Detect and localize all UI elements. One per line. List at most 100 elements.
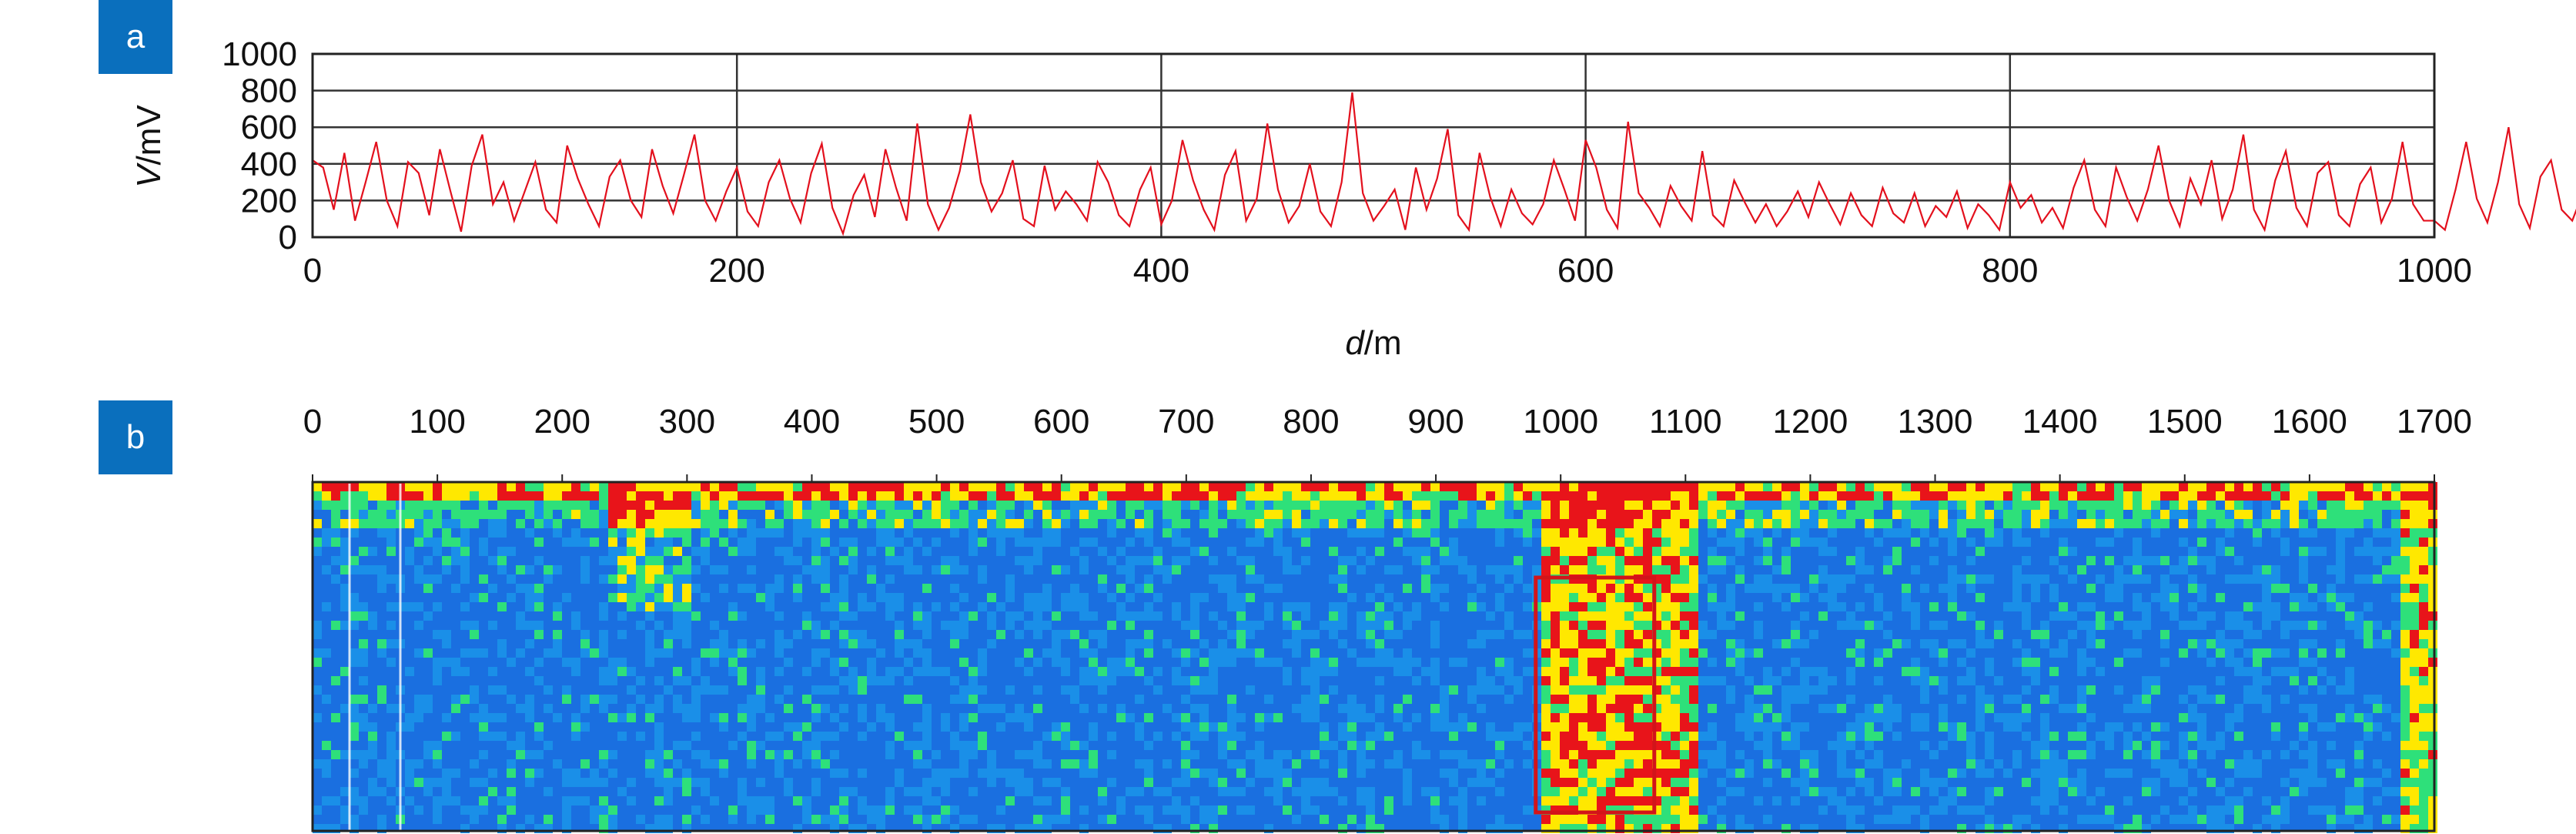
heatmap-cell — [2022, 482, 2031, 491]
heatmap-cell — [664, 519, 673, 528]
heatmap-cell — [1430, 796, 1440, 806]
heatmap-cell — [2170, 501, 2179, 510]
heatmap-cell — [2179, 648, 2188, 658]
heatmap-cell — [1763, 676, 1772, 685]
heatmap-cell — [359, 648, 368, 658]
heatmap-cell — [664, 584, 673, 593]
heatmap-cell — [2299, 787, 2308, 796]
heatmap-cell — [1569, 621, 1578, 630]
heatmap-cell — [1033, 796, 1042, 806]
heatmap-cell — [1781, 639, 1791, 648]
heatmap-cell — [876, 815, 885, 824]
heatmap-cell — [2354, 621, 2364, 630]
heatmap-cell — [1070, 482, 1079, 491]
x-tick-label: 0 — [303, 403, 322, 440]
heatmap-cell — [2419, 501, 2428, 510]
heatmap-cell — [2400, 593, 2410, 602]
heatmap-cell — [2234, 639, 2243, 648]
heatmap-cell — [654, 482, 664, 491]
heatmap-cell — [470, 648, 479, 658]
heatmap-cell — [1089, 667, 1098, 676]
heatmap-cell — [405, 482, 414, 491]
heatmap-cell — [1338, 769, 1347, 778]
heatmap-cell — [553, 491, 562, 501]
heatmap-cell — [1818, 806, 1828, 815]
heatmap-cell — [2170, 482, 2179, 491]
heatmap-cell — [350, 621, 359, 630]
heatmap-cell — [1994, 528, 2003, 538]
heatmap-cell — [1772, 676, 1781, 685]
heatmap-cell — [1652, 556, 1661, 565]
heatmap-cell — [1375, 528, 1384, 538]
heatmap-cell — [978, 667, 987, 676]
heatmap-cell — [1569, 769, 1578, 778]
heatmap-cell — [1209, 658, 1218, 667]
heatmap-cell — [2142, 676, 2151, 685]
heatmap-cell — [2096, 491, 2105, 501]
heatmap-cell — [1107, 501, 1116, 510]
heatmap-cell — [811, 510, 821, 519]
heatmap-cell — [497, 648, 507, 658]
heatmap-cell — [1264, 787, 1273, 796]
heatmap-cell — [470, 778, 479, 787]
heatmap-cell — [2133, 815, 2142, 824]
heatmap-cell — [1966, 759, 1975, 769]
heatmap-cell — [608, 501, 617, 510]
heatmap-cell — [1578, 538, 1587, 547]
heatmap-cell — [1430, 787, 1440, 796]
heatmap-cell — [950, 528, 959, 538]
heatmap-cell — [1975, 695, 1985, 704]
heatmap-cell — [978, 732, 987, 741]
heatmap-cell — [1569, 750, 1578, 759]
heatmap-cell — [802, 722, 811, 732]
heatmap-cell — [1116, 565, 1126, 574]
heatmap-cell — [1301, 519, 1310, 528]
heatmap-cell — [1541, 491, 1551, 501]
heatmap-cell — [2206, 519, 2216, 528]
heatmap-cell — [1985, 704, 1994, 713]
heatmap-cell — [1495, 741, 1504, 750]
heatmap-cell — [2400, 713, 2410, 722]
heatmap-cell — [1107, 510, 1116, 519]
heatmap-cell — [627, 593, 636, 602]
heatmap-cell — [2419, 778, 2428, 787]
top-tick-labels: 0 100 200 300 400 500 600 700 800 900 1000 1100 1200… — [303, 403, 2472, 482]
heatmap-cell — [1541, 685, 1551, 695]
heatmap-cell — [1569, 639, 1578, 648]
heatmap-cell — [2428, 491, 2437, 501]
heatmap-cell — [544, 787, 553, 796]
heatmap-cell — [1680, 519, 1689, 528]
heatmap-cell — [1042, 538, 1052, 547]
heatmap-cell — [423, 538, 433, 547]
heatmap-cell — [1911, 565, 1920, 574]
heatmap-cell — [2133, 519, 2142, 528]
heatmap-cell — [1754, 584, 1763, 593]
heatmap-cell — [765, 519, 774, 528]
heatmap-cell — [2262, 750, 2271, 759]
heatmap-cell — [2012, 510, 2022, 519]
heatmap-cell — [1597, 685, 1606, 695]
heatmap-cell — [2234, 713, 2243, 722]
heatmap-cell — [2336, 602, 2345, 611]
heatmap-cell — [507, 482, 516, 491]
heatmap-cell — [1514, 565, 1523, 574]
heatmap-cell — [1652, 815, 1661, 824]
heatmap-cell — [2068, 482, 2077, 491]
heatmap-cell — [1855, 769, 1865, 778]
heatmap-cell — [1865, 787, 1874, 796]
heatmap-cell — [710, 510, 719, 519]
heatmap-cell — [2373, 639, 2382, 648]
heatmap-cell — [1403, 778, 1412, 787]
heatmap-cell — [747, 741, 756, 750]
heatmap-cell — [2151, 510, 2160, 519]
heatmap-cell — [617, 491, 627, 501]
heatmap-cell — [386, 741, 396, 750]
heatmap-cell — [2428, 584, 2437, 593]
heatmap-cell — [1153, 611, 1163, 621]
heatmap-cell — [2428, 713, 2437, 722]
heatmap-cell — [1818, 787, 1828, 796]
heatmap-cell — [1587, 648, 1597, 658]
heatmap-cell — [1033, 685, 1042, 695]
heatmap-cell — [1763, 778, 1772, 787]
heatmap-cell — [1578, 658, 1587, 667]
